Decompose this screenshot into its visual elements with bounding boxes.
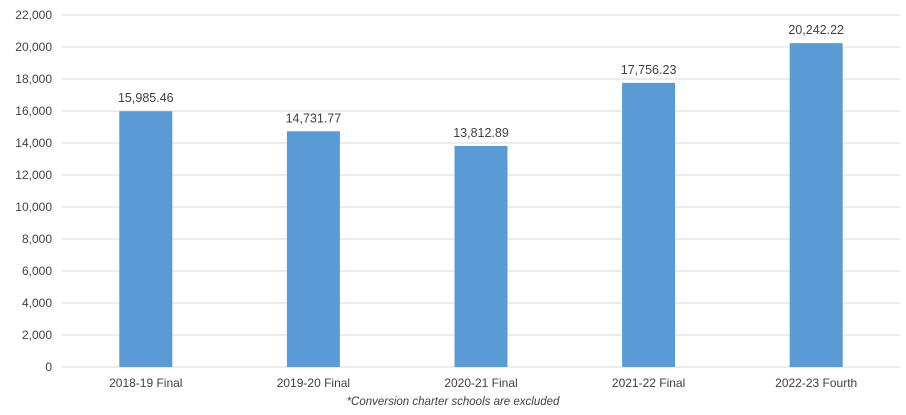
y-tick-label: 8,000 xyxy=(22,232,52,246)
data-label: 14,731.77 xyxy=(286,111,342,125)
data-label: 20,242.22 xyxy=(788,23,844,37)
x-tick-label: 2018-19 Final xyxy=(109,376,182,390)
y-tick-label: 0 xyxy=(45,360,52,374)
bar xyxy=(789,43,843,367)
data-label: 13,812.89 xyxy=(453,126,509,140)
y-tick-label: 10,000 xyxy=(15,200,52,214)
bar-chart: 0 2,000 4,000 6,000 8,000 10,000 12,000 14,000 1… xyxy=(15,8,900,390)
x-tick-label: 2021-22 Final xyxy=(612,376,685,390)
y-tick-label: 4,000 xyxy=(22,296,52,310)
y-tick-label: 16,000 xyxy=(15,104,52,118)
y-tick-label: 2,000 xyxy=(22,328,52,342)
data-label: 15,985.46 xyxy=(118,91,174,105)
data-label: 17,756.23 xyxy=(621,63,677,77)
y-tick-label: 18,000 xyxy=(15,72,52,86)
y-tick-label: 6,000 xyxy=(22,264,52,278)
bar xyxy=(119,111,173,368)
x-tick-label: 2020-21 Final xyxy=(444,376,517,390)
y-tick-label: 12,000 xyxy=(15,168,52,182)
y-tick-label: 20,000 xyxy=(15,40,52,54)
bar xyxy=(622,82,676,367)
bar xyxy=(454,145,508,367)
x-tick-label: 2022-23 Fourth xyxy=(775,376,857,390)
y-tick-label: 22,000 xyxy=(15,8,52,22)
x-tick-label: 2019-20 Final xyxy=(277,376,350,390)
bar xyxy=(286,131,340,367)
y-tick-label: 14,000 xyxy=(15,136,52,150)
chart-footnote: *Conversion charter schools are excluded xyxy=(346,396,560,408)
